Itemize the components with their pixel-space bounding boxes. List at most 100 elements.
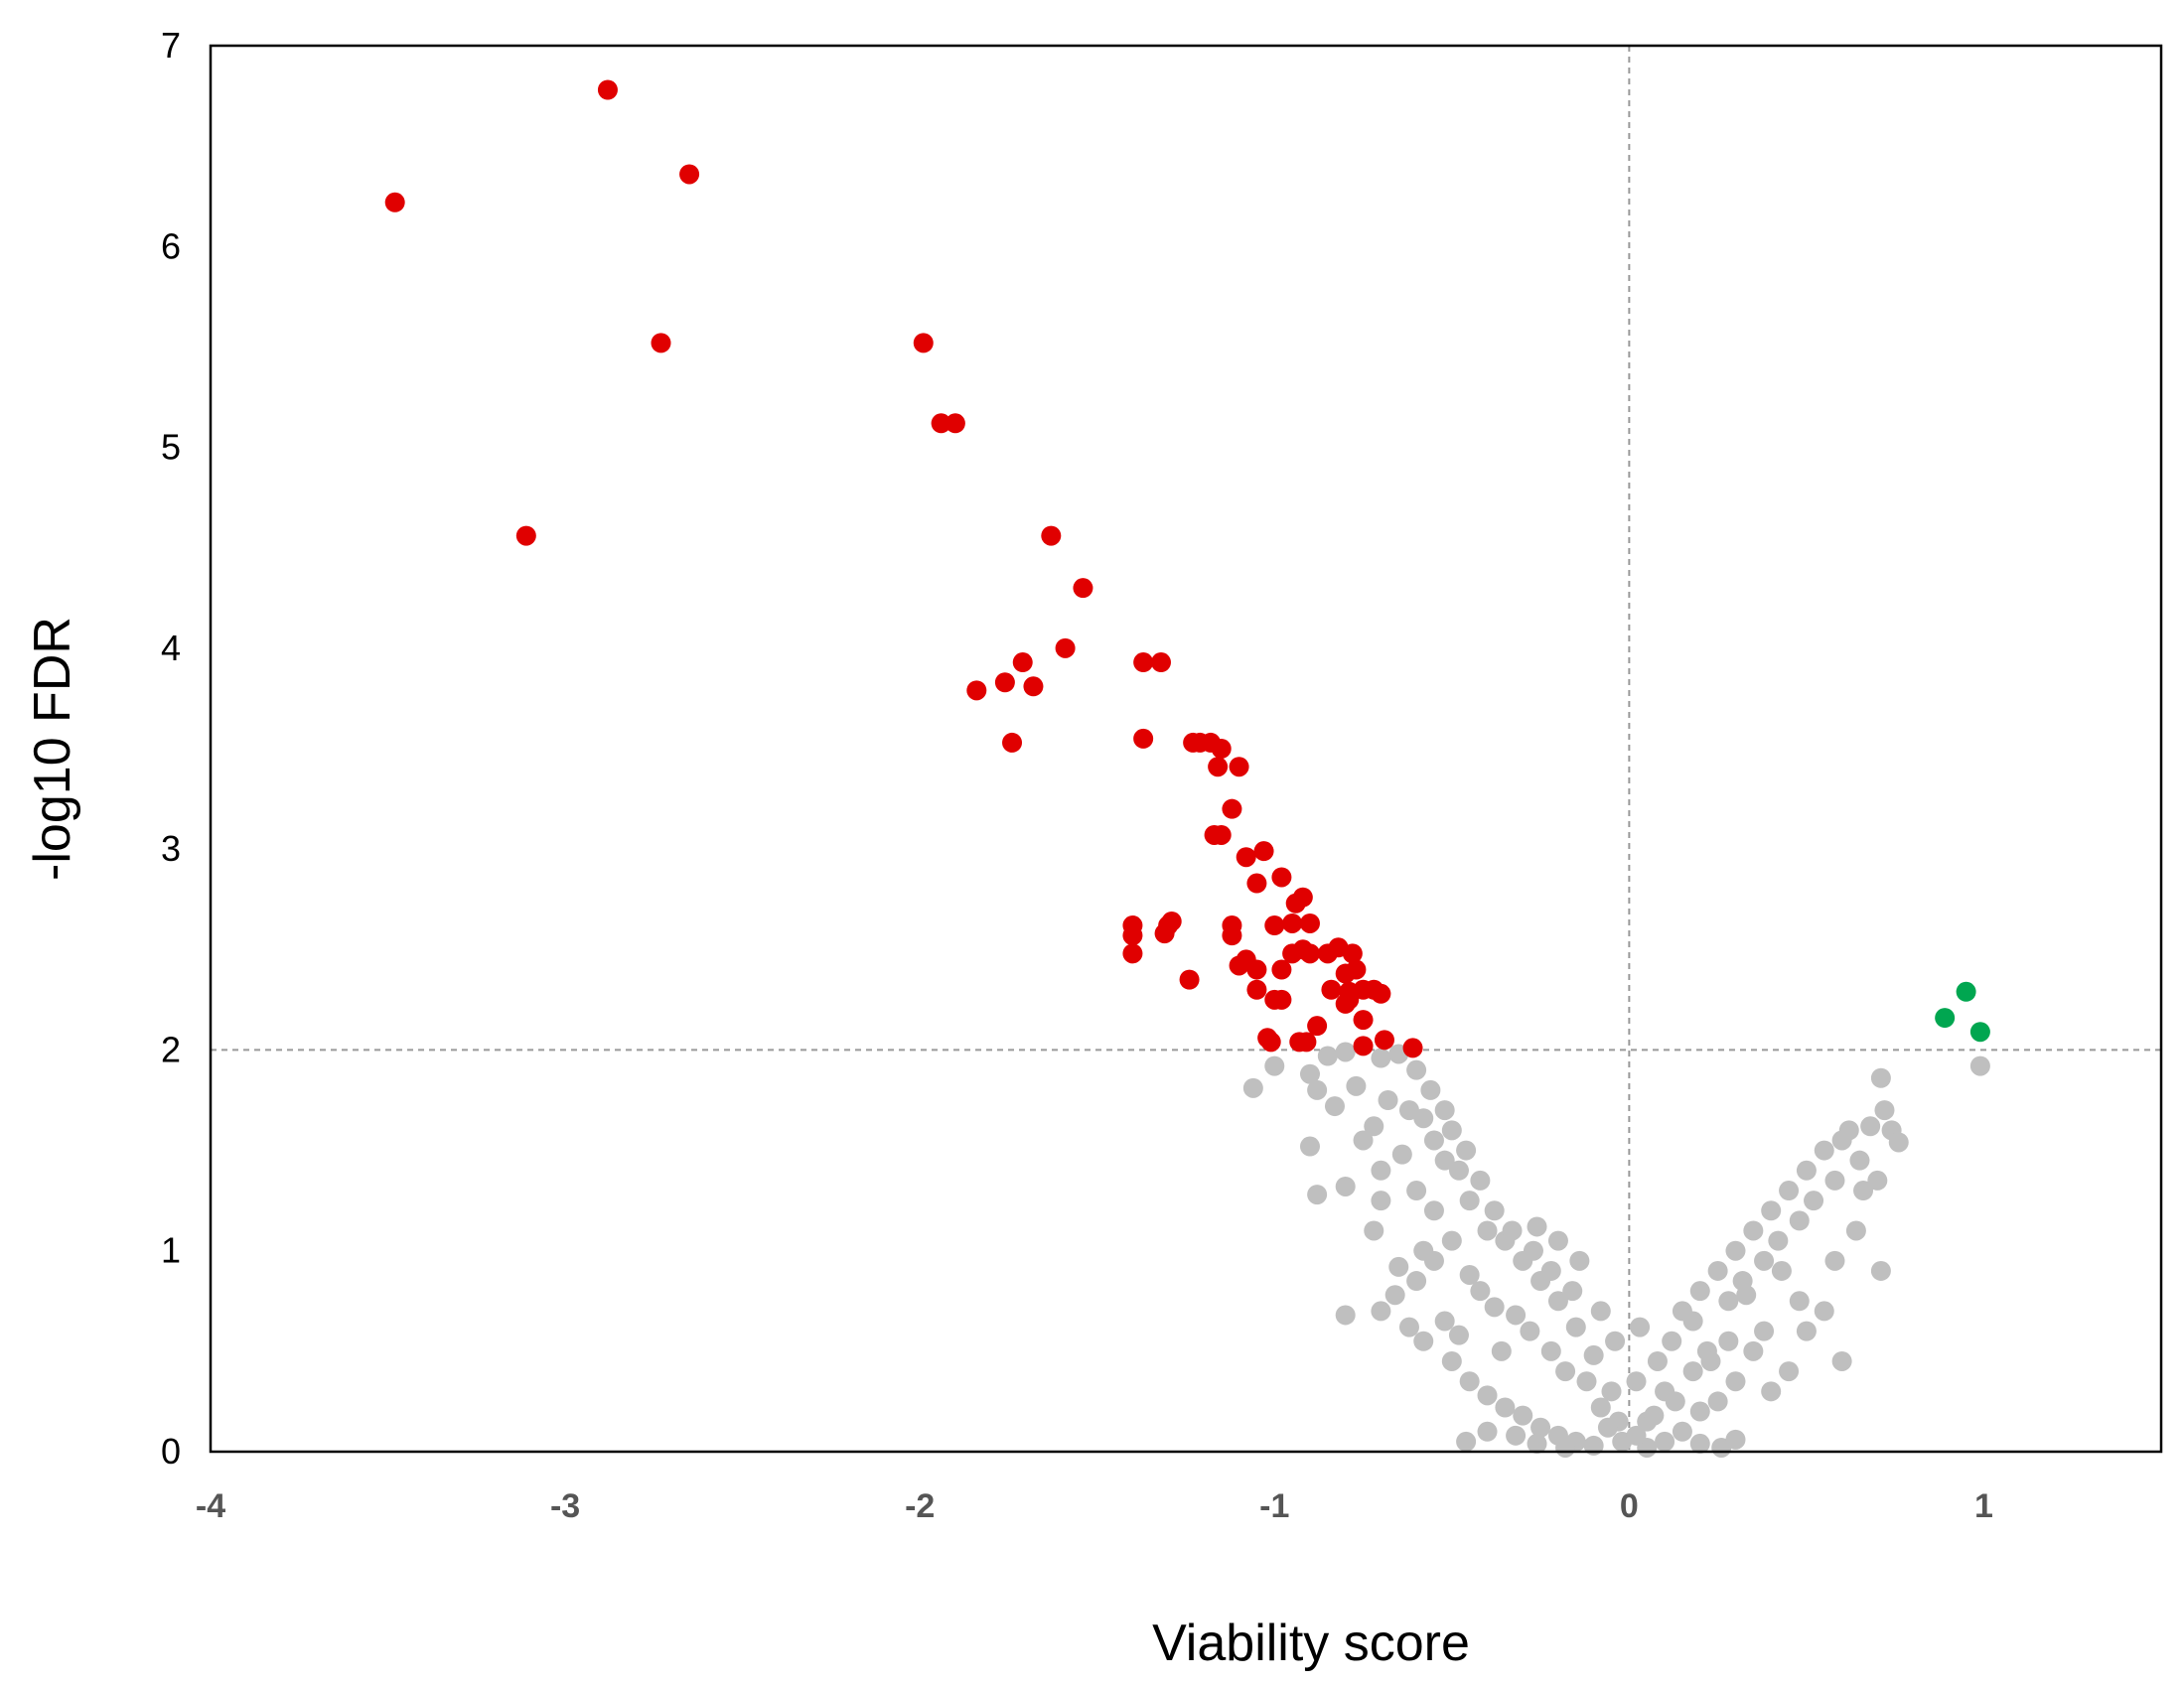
data-point-depleted <box>1246 979 1267 1000</box>
data-point-not-significant <box>1434 1150 1455 1171</box>
data-point-not-significant <box>1768 1230 1789 1251</box>
data-point-not-significant <box>1299 1136 1320 1157</box>
data-point-not-significant <box>1317 1046 1338 1066</box>
data-point-not-significant <box>1707 1391 1728 1412</box>
data-points <box>384 79 1990 1458</box>
data-point-depleted <box>1296 1032 1317 1053</box>
data-point-depleted <box>1236 847 1256 868</box>
data-point-not-significant <box>1547 1291 1568 1312</box>
data-point-not-significant <box>1814 1140 1834 1161</box>
data-point-not-significant <box>1420 1079 1441 1100</box>
data-point-not-significant <box>1353 1130 1374 1151</box>
data-point-not-significant <box>1718 1331 1739 1351</box>
y-tick-label: 4 <box>161 628 181 668</box>
data-point-not-significant <box>1860 1116 1881 1137</box>
y-tick-label: 0 <box>161 1431 181 1472</box>
data-point-not-significant <box>1423 1130 1444 1151</box>
data-point-not-significant <box>1870 1067 1891 1088</box>
data-point-depleted <box>1299 943 1320 964</box>
y-tick-label: 1 <box>161 1230 181 1271</box>
data-point-not-significant <box>1506 1425 1527 1446</box>
data-point-not-significant <box>1682 1361 1703 1382</box>
data-point-not-significant <box>1371 1301 1391 1322</box>
data-point-depleted <box>1353 1036 1374 1056</box>
data-point-depleted <box>1211 739 1232 759</box>
data-point-not-significant <box>1725 1371 1746 1392</box>
data-point-not-significant <box>1448 1160 1469 1181</box>
data-point-not-significant <box>1264 1055 1285 1076</box>
data-point-not-significant <box>1527 1216 1547 1237</box>
data-point-depleted <box>1122 925 1143 946</box>
data-point-not-significant <box>1388 1256 1409 1277</box>
data-point-not-significant <box>1299 1063 1320 1084</box>
data-point-not-significant <box>1470 1281 1491 1302</box>
data-point-not-significant <box>1307 1079 1328 1100</box>
data-point-not-significant <box>1789 1210 1810 1231</box>
data-point-not-significant <box>1364 1116 1384 1137</box>
data-point-depleted <box>515 525 536 546</box>
data-point-not-significant <box>1441 1230 1462 1251</box>
y-tick-label: 3 <box>161 828 181 869</box>
data-point-not-significant <box>1754 1321 1775 1341</box>
data-point-not-significant <box>1845 1220 1866 1241</box>
x-tick-label: -1 <box>1259 1487 1289 1525</box>
data-point-not-significant <box>1689 1281 1710 1302</box>
data-point-not-significant <box>1576 1371 1597 1392</box>
data-point-depleted <box>1246 959 1267 980</box>
data-point-not-significant <box>1725 1429 1746 1450</box>
data-point-not-significant <box>1779 1181 1800 1201</box>
x-axis-tick-labels: -4 -3 -2 -1 0 1 <box>196 1487 1993 1525</box>
data-point-not-significant <box>1502 1220 1523 1241</box>
data-point-not-significant <box>1456 1431 1477 1452</box>
data-point-not-significant <box>1307 1185 1328 1205</box>
data-point-not-significant <box>1644 1405 1665 1426</box>
data-point-not-significant <box>1459 1371 1480 1392</box>
data-point-depleted <box>679 164 700 185</box>
data-point-not-significant <box>1814 1301 1834 1322</box>
data-point-enriched <box>1935 1008 1956 1029</box>
data-point-not-significant <box>1754 1250 1775 1271</box>
x-axis-title: Viability score <box>1152 1615 1470 1672</box>
data-point-not-significant <box>1413 1108 1434 1129</box>
data-point-depleted <box>931 413 951 434</box>
data-point-not-significant <box>1831 1350 1852 1371</box>
data-point-depleted <box>1158 915 1179 936</box>
y-axis-tick-labels: 0 1 2 3 4 5 6 7 <box>161 25 181 1472</box>
reference-lines <box>211 46 2161 1452</box>
data-point-not-significant <box>1743 1220 1764 1241</box>
data-point-depleted <box>1179 969 1200 990</box>
data-point-depleted <box>1282 913 1303 933</box>
data-point-not-significant <box>1718 1291 1739 1312</box>
data-point-depleted <box>1402 1038 1423 1058</box>
data-point-not-significant <box>1459 1264 1480 1285</box>
data-point-not-significant <box>1824 1170 1845 1191</box>
data-point-not-significant <box>1547 1230 1568 1251</box>
data-point-not-significant <box>1700 1350 1721 1371</box>
data-point-depleted <box>1260 1032 1281 1053</box>
x-tick-label: -2 <box>905 1487 935 1525</box>
data-point-depleted <box>1253 841 1274 862</box>
data-point-not-significant <box>1335 1305 1356 1326</box>
data-point-depleted <box>1374 1030 1394 1051</box>
data-point-not-significant <box>1655 1431 1675 1452</box>
data-point-not-significant <box>1743 1340 1764 1361</box>
data-point-enriched <box>1956 981 1976 1002</box>
data-point-not-significant <box>1477 1220 1498 1241</box>
x-tick-label: 1 <box>1974 1487 1993 1525</box>
data-point-not-significant <box>1725 1240 1746 1261</box>
data-point-not-significant <box>1484 1200 1505 1221</box>
data-point-depleted <box>1307 1016 1328 1037</box>
data-point-not-significant <box>1888 1132 1909 1153</box>
data-point-depleted <box>1342 943 1363 964</box>
data-point-depleted <box>1222 798 1242 819</box>
data-point-not-significant <box>1969 1055 1990 1076</box>
data-point-not-significant <box>1491 1340 1512 1361</box>
data-point-not-significant <box>1398 1317 1419 1337</box>
data-point-depleted <box>1122 943 1143 964</box>
data-point-not-significant <box>1378 1090 1398 1110</box>
data-point-depleted <box>1264 915 1285 936</box>
data-point-depleted <box>966 680 987 701</box>
data-point-not-significant <box>1583 1344 1604 1365</box>
data-point-not-significant <box>1601 1381 1622 1402</box>
